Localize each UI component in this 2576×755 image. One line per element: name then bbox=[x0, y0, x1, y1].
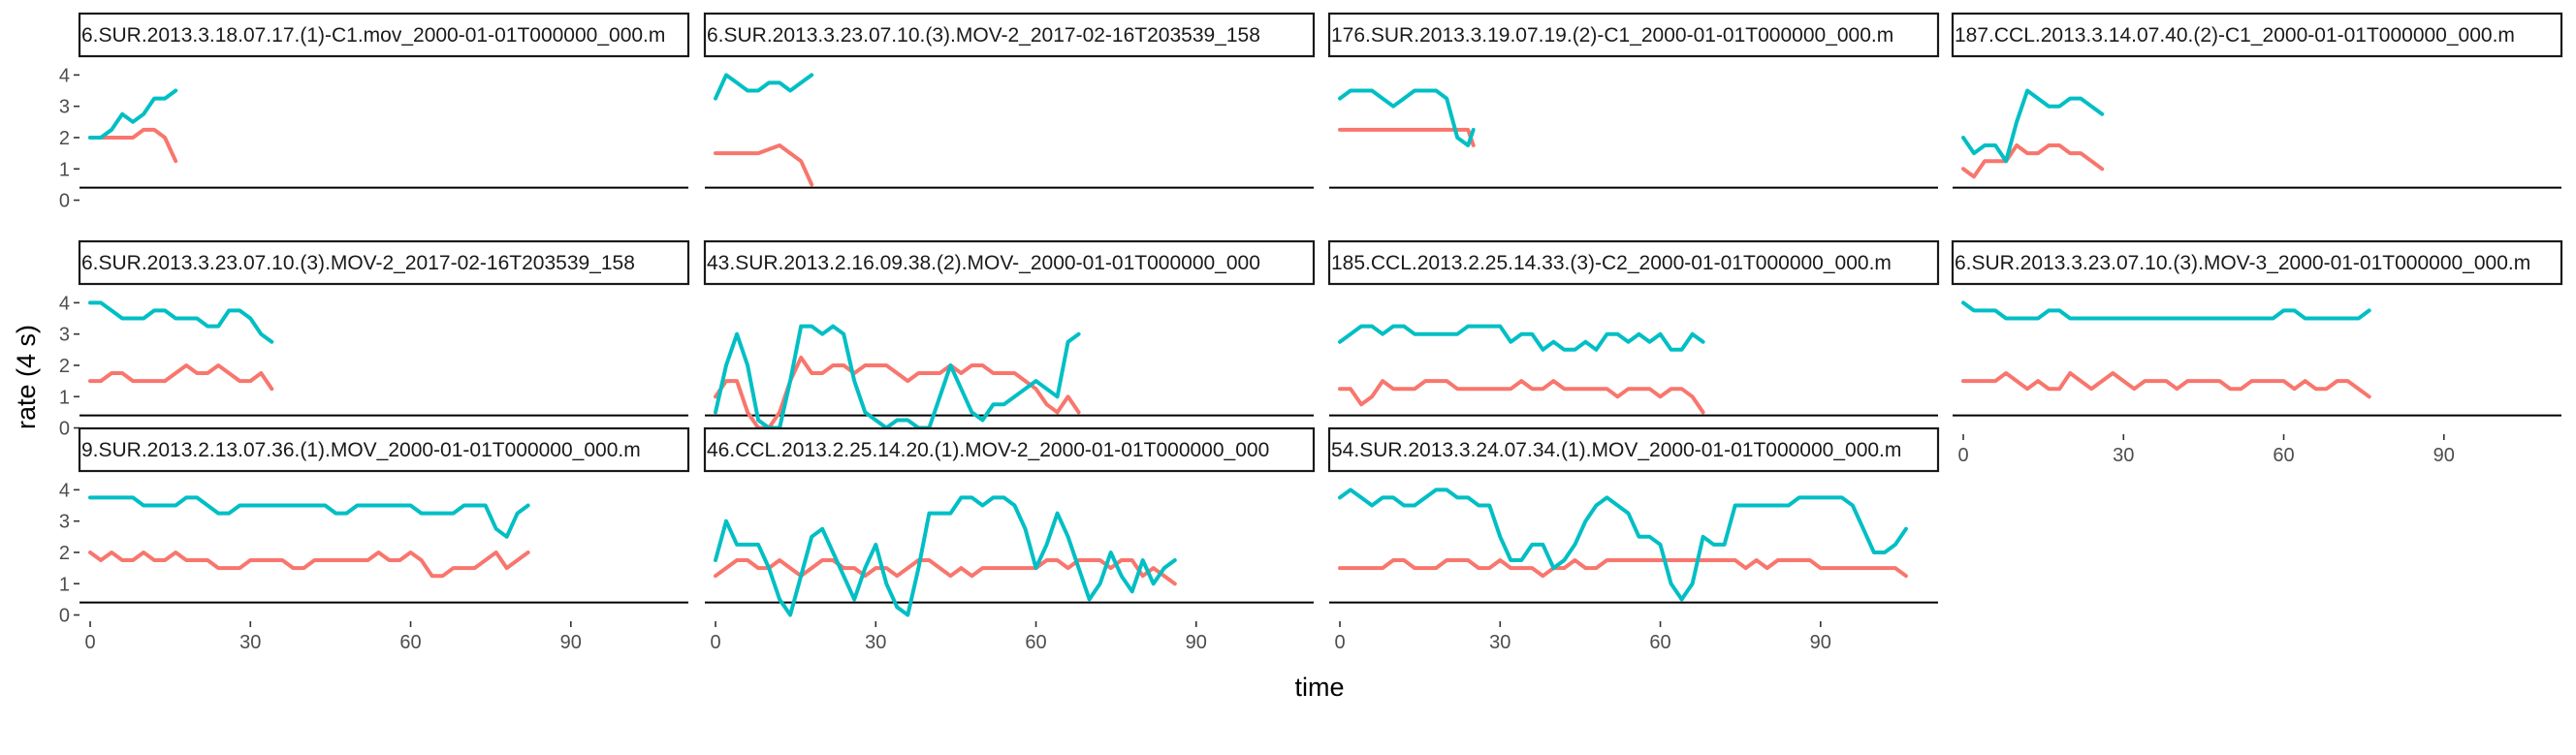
x-tick-label: 90 bbox=[560, 632, 582, 653]
panel-title: 46.CCL.2013.2.25.14.20.(1).MOV-2_2000-01… bbox=[707, 439, 1269, 461]
x-tick-label: 0 bbox=[1334, 632, 1345, 653]
panel-title: 187.CCL.2013.3.14.07.40.(2)-C1_2000-01-0… bbox=[1955, 24, 2515, 47]
series-2-line bbox=[1961, 88, 2105, 164]
y-tick-label: 1 bbox=[59, 387, 70, 408]
panel-6: 43.SUR.2013.2.16.09.38.(2).MOV-_2000-01-… bbox=[703, 239, 1316, 430]
panel-strip bbox=[703, 239, 1316, 286]
x-tick-label: 60 bbox=[2273, 445, 2294, 466]
x-tick-label: 0 bbox=[710, 632, 720, 653]
panel-strip bbox=[1951, 239, 2563, 286]
panel-title: 54.SUR.2013.3.24.07.34.(1).MOV_2000-01-0… bbox=[1331, 439, 1901, 461]
y-tick-label: 3 bbox=[59, 97, 70, 118]
series-1-line bbox=[714, 143, 814, 187]
series-2-line bbox=[1338, 88, 1476, 147]
series-1-line bbox=[1961, 371, 2371, 399]
y-axis-title: rate (4 s) bbox=[12, 325, 41, 429]
x-tick-label: 60 bbox=[1649, 632, 1670, 653]
x-tick-label: 90 bbox=[2433, 445, 2455, 466]
series-2-line bbox=[88, 495, 530, 539]
panel-title: 43.SUR.2013.2.16.09.38.(2).MOV-_2000-01-… bbox=[707, 252, 1260, 274]
panel-8: 6.SUR.2013.3.23.07.10.(3).MOV-3_2000-01-… bbox=[1951, 239, 2563, 466]
x-tick-label: 30 bbox=[239, 632, 261, 653]
series-1-line bbox=[1338, 127, 1476, 147]
series-1-line bbox=[88, 127, 178, 164]
series-2-line bbox=[88, 300, 274, 344]
y-tick-label: 4 bbox=[59, 480, 70, 501]
x-tick-label: 60 bbox=[1025, 632, 1046, 653]
series-2-line bbox=[1338, 324, 1705, 352]
x-tick-label: 30 bbox=[1489, 632, 1511, 653]
panel-title: 176.SUR.2013.3.19.07.19.(2)-C1_2000-01-0… bbox=[1331, 24, 1893, 47]
panel-title: 6.SUR.2013.3.18.07.17.(1)-C1.mov_2000-01… bbox=[81, 24, 665, 47]
x-tick-label: 0 bbox=[84, 632, 95, 653]
panel-7: 185.CCL.2013.2.25.14.33.(3)-C2_2000-01-0… bbox=[1327, 239, 1940, 417]
panel-strip bbox=[703, 426, 1316, 473]
series-2-line bbox=[88, 88, 178, 140]
panel-title: 6.SUR.2013.3.23.07.10.(3).MOV-3_2000-01-… bbox=[1955, 252, 2530, 274]
panel-strip bbox=[78, 12, 690, 58]
y-tick-label: 2 bbox=[59, 128, 70, 149]
series-1-line bbox=[88, 363, 274, 392]
panel-3: 176.SUR.2013.3.19.07.19.(2)-C1_2000-01-0… bbox=[1327, 12, 1940, 189]
panel-strip bbox=[78, 426, 690, 473]
panel-strip bbox=[703, 12, 1316, 58]
y-tick-label: 4 bbox=[59, 65, 70, 86]
series-2-line bbox=[714, 73, 814, 101]
panel-5: 6.SUR.2013.3.23.07.10.(3).MOV-2_2017-02-… bbox=[59, 239, 690, 440]
x-tick-label: 30 bbox=[865, 632, 886, 653]
panel-strip bbox=[78, 239, 690, 286]
y-tick-label: 1 bbox=[59, 159, 70, 180]
x-tick-label: 0 bbox=[1957, 445, 1968, 466]
series-1-line bbox=[714, 355, 1081, 430]
panel-strip bbox=[1951, 12, 2563, 58]
x-tick-label: 60 bbox=[399, 632, 421, 653]
panel-2: 6.SUR.2013.3.23.07.10.(3).MOV-2_2017-02-… bbox=[703, 12, 1316, 189]
x-tick-label: 90 bbox=[1810, 632, 1831, 653]
y-tick-label: 0 bbox=[59, 191, 70, 212]
panel-10: 46.CCL.2013.2.25.14.20.(1).MOV-2_2000-01… bbox=[703, 426, 1316, 653]
y-tick-label: 2 bbox=[59, 543, 70, 564]
series-2-line bbox=[714, 495, 1177, 617]
series-2-line bbox=[714, 324, 1081, 430]
panel-title: 9.SUR.2013.2.13.07.36.(1).MOV_2000-01-01… bbox=[81, 439, 641, 461]
y-tick-label: 3 bbox=[59, 325, 70, 346]
series-1-line bbox=[88, 551, 530, 579]
panel-9: 9.SUR.2013.2.13.07.36.(1).MOV_2000-01-01… bbox=[59, 426, 690, 653]
panel-title: 6.SUR.2013.3.23.07.10.(3).MOV-2_2017-02-… bbox=[707, 24, 1260, 47]
x-tick-label: 30 bbox=[2113, 445, 2134, 466]
series-1-line bbox=[1338, 379, 1705, 415]
panel-1: 6.SUR.2013.3.18.07.17.(1)-C1.mov_2000-01… bbox=[59, 12, 690, 212]
panel-strip bbox=[1327, 426, 1940, 473]
panels-layer: 6.SUR.2013.3.18.07.17.(1)-C1.mov_2000-01… bbox=[59, 12, 2563, 653]
y-tick-label: 2 bbox=[59, 356, 70, 377]
panel-4: 187.CCL.2013.3.14.07.40.(2)-C1_2000-01-0… bbox=[1951, 12, 2563, 189]
y-tick-label: 3 bbox=[59, 512, 70, 533]
series-2-line bbox=[1338, 488, 1908, 602]
series-1-line bbox=[714, 558, 1177, 586]
series-1-line bbox=[1961, 143, 2105, 179]
panel-strip bbox=[1327, 12, 1940, 58]
series-2-line bbox=[1961, 300, 2371, 321]
panel-11: 54.SUR.2013.3.24.07.34.(1).MOV_2000-01-0… bbox=[1327, 426, 1940, 653]
y-tick-label: 0 bbox=[59, 606, 70, 627]
x-axis-title: time bbox=[1294, 673, 1344, 702]
panel-strip bbox=[1327, 239, 1940, 286]
y-tick-label: 4 bbox=[59, 293, 70, 314]
y-tick-label: 0 bbox=[59, 419, 70, 440]
series-1-line bbox=[1338, 558, 1908, 579]
panel-title: 6.SUR.2013.3.23.07.10.(3).MOV-2_2017-02-… bbox=[81, 252, 635, 274]
panel-title: 185.CCL.2013.2.25.14.33.(3)-C2_2000-01-0… bbox=[1331, 252, 1892, 274]
y-tick-label: 1 bbox=[59, 574, 70, 595]
x-tick-label: 90 bbox=[1186, 632, 1207, 653]
